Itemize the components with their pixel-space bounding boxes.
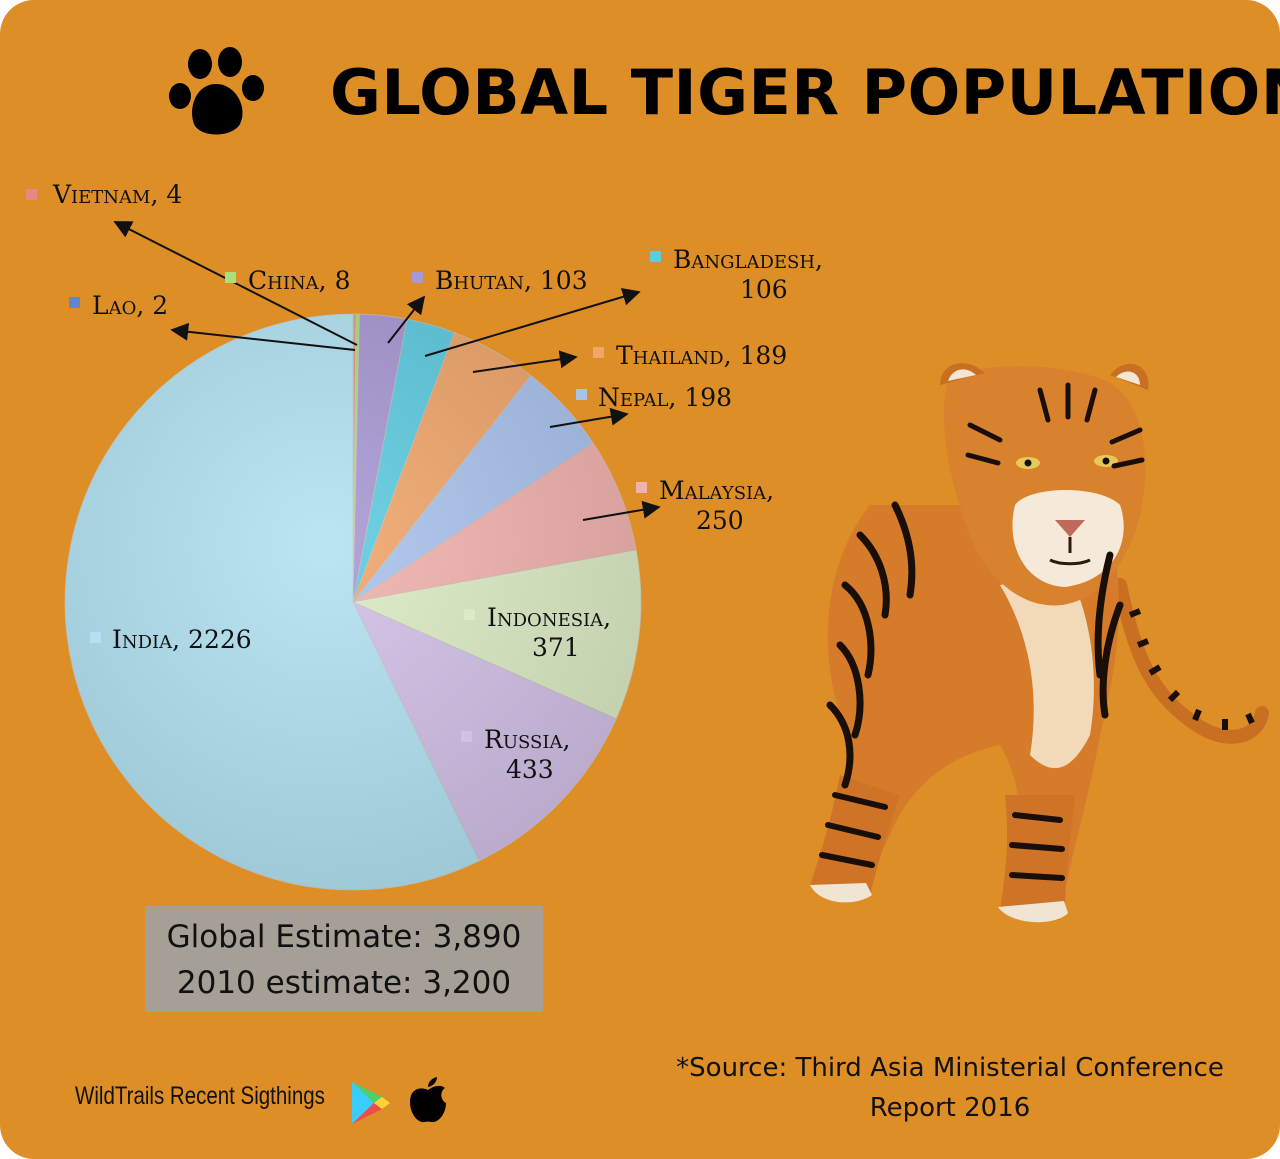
data-label-russia: Russia, 433 — [484, 725, 570, 784]
callout-arrow-nepal — [549, 407, 629, 428]
data-label-china: China, 8 — [248, 266, 350, 295]
legend-swatch-indonesia — [464, 609, 475, 620]
global-estimate: Global Estimate: 3,890 — [166, 919, 522, 955]
legend-swatch-malaysia — [636, 482, 647, 493]
callout-arrow-bangladesh — [424, 288, 641, 357]
callout-arrow-bhutan — [387, 295, 426, 344]
legend-swatch-bhutan — [412, 272, 423, 283]
legend-swatch-nepal — [576, 389, 587, 400]
paw-print-icon — [169, 47, 264, 135]
legend-swatch-vietnam — [26, 189, 37, 200]
data-label-malaysia: Malaysia, 250 — [659, 476, 774, 535]
legend-swatch-lao — [69, 297, 80, 308]
page-title: GLOBAL TIGER POPULATION — [330, 56, 1280, 129]
previous-estimate: 2010 estimate: 3,200 — [176, 965, 512, 1001]
callout-arrow-malaysia — [582, 500, 661, 521]
data-label-india: India, 2226 — [112, 625, 252, 654]
data-label-bangladesh: Bangladesh, 106 — [673, 245, 823, 304]
app-name: WildTrails Recent Sigthings — [75, 1082, 325, 1110]
apple-icon[interactable] — [406, 1076, 450, 1124]
tiger-illustration — [810, 363, 1269, 923]
data-label-nepal: Nepal, 198 — [598, 383, 732, 412]
data-label-bhutan: Bhutan, 103 — [435, 266, 588, 295]
data-label-lao: Lao, 2 — [92, 291, 168, 320]
data-label-thailand: Thailand, 189 — [616, 341, 787, 370]
source-note: *Source: Third Asia Ministerial Conferen… — [650, 1048, 1250, 1128]
source-line-1: *Source: Third Asia Ministerial Conferen… — [676, 1053, 1224, 1083]
source-line-2: Report 2016 — [869, 1093, 1031, 1123]
callout-arrow-lao — [170, 322, 356, 351]
callout-arrow-thailand — [472, 350, 578, 373]
data-label-vietnam: Vietnam, 4 — [52, 180, 182, 209]
legend-swatch-bangladesh — [650, 251, 661, 262]
play-store-icon[interactable] — [350, 1080, 392, 1126]
legend-swatch-china — [225, 272, 236, 283]
legend-swatch-thailand — [593, 347, 604, 358]
estimate-box: Global Estimate: 3,890 2010 estimate: 3,… — [145, 906, 543, 1012]
legend-swatch-russia — [461, 731, 472, 742]
callout-arrow-vietnam — [113, 221, 358, 346]
data-label-indonesia: Indonesia, 371 — [487, 603, 611, 662]
legend-swatch-india — [90, 632, 101, 643]
